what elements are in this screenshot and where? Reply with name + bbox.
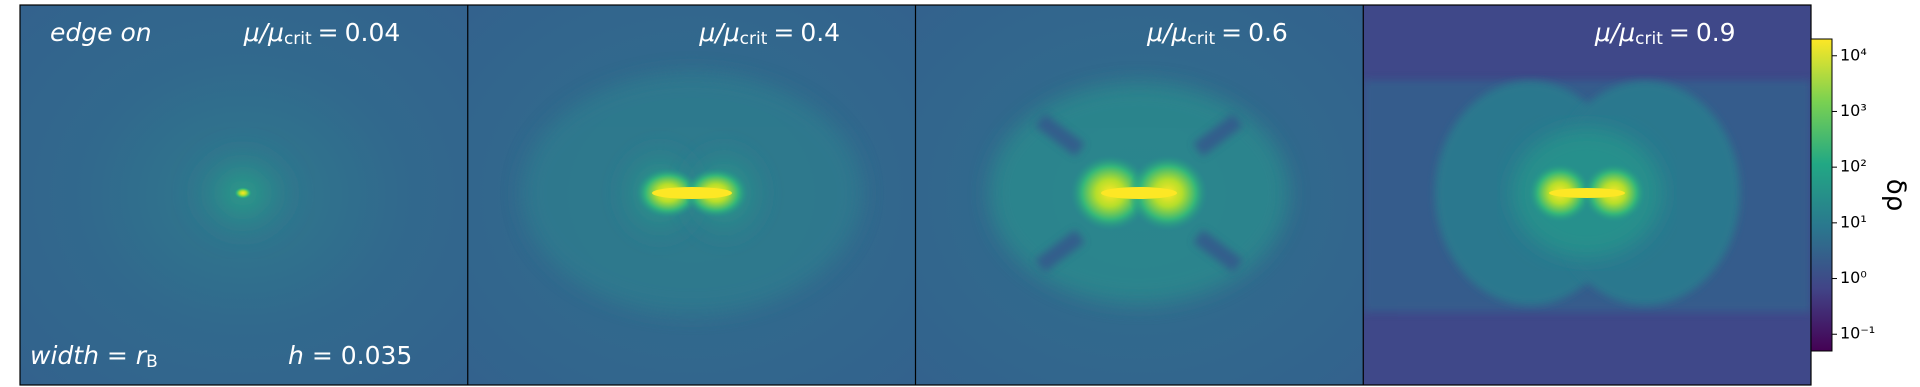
ratio-value: 0.04 (345, 18, 401, 47)
width-name: width (30, 341, 99, 370)
panel-title: μ/μcrit = 0.9 (1594, 18, 1736, 49)
width-label: width = rB (30, 341, 158, 372)
ratio-value: 0.6 (1248, 18, 1288, 47)
equals: = (1221, 18, 1242, 47)
ratio-sub: crit (284, 29, 312, 49)
ratio-sub: crit (1635, 29, 1663, 49)
panel (1363, 5, 1811, 385)
colorbar-tick-label: 10³ (1840, 101, 1867, 120)
colorbar-tick-label: 10⁻¹ (1840, 324, 1875, 343)
colorbar-tick-label: 10¹ (1840, 212, 1867, 231)
panel (915, 5, 1364, 385)
equals: = (312, 341, 333, 370)
colorbar: δρ 10⁻¹ 10⁰ 10¹ 10² 10³ 10⁴ (1810, 38, 1911, 352)
h-value: 0.035 (341, 341, 413, 370)
width-sub: B (146, 352, 158, 372)
equals: = (773, 18, 794, 47)
colorbar-label: δρ (1881, 179, 1911, 211)
panel-title: μ/μcrit = 0.04 (243, 18, 401, 49)
ratio-symbol: μ/μ (243, 18, 284, 47)
ratio-symbol: μ/μ (698, 18, 739, 47)
width-symbol: r (136, 341, 148, 370)
panel (20, 5, 468, 385)
colorbar-tick-label: 10⁴ (1840, 45, 1867, 64)
colorbar-tick-label: 10⁰ (1840, 268, 1867, 287)
ratio-value: 0.9 (1696, 18, 1736, 47)
ratio-symbol: μ/μ (1146, 18, 1187, 47)
view-label: edge on (50, 18, 152, 47)
ratio-value: 0.4 (800, 18, 840, 47)
panel-title: μ/μcrit = 0.6 (1146, 18, 1288, 49)
equals: = (1669, 18, 1690, 47)
h-label: h = 0.035 (288, 341, 412, 370)
colorbar-scale (1810, 38, 1833, 352)
ratio-symbol: μ/μ (1594, 18, 1635, 47)
ratio-sub: crit (1187, 29, 1215, 49)
equals: = (318, 18, 339, 47)
ratio-sub: crit (740, 29, 768, 49)
panel-title: μ/μcrit = 0.4 (698, 18, 840, 49)
panel (467, 5, 916, 385)
h-name: h (288, 341, 304, 370)
colorbar-tick-label: 10² (1840, 157, 1867, 176)
equals: = (107, 341, 128, 370)
